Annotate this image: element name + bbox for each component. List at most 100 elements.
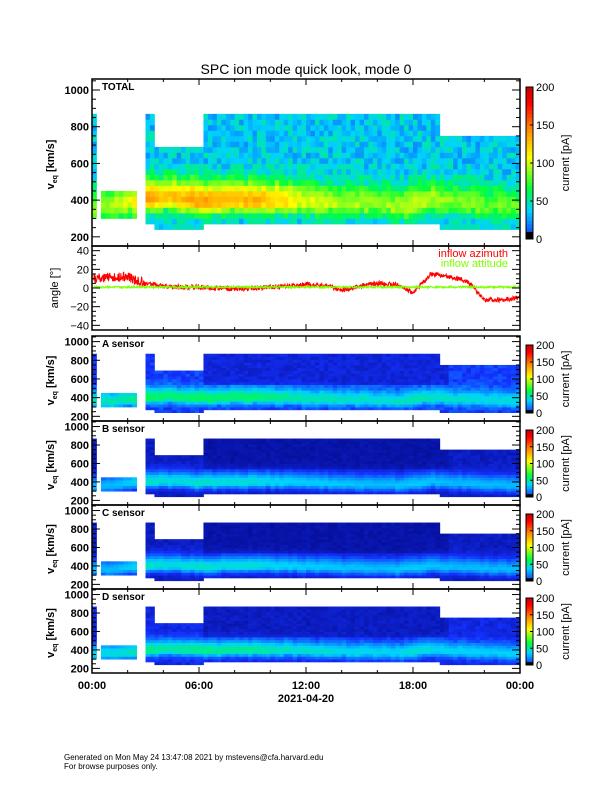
heatmap-cell: [386, 359, 391, 362]
heatmap-cell: [431, 376, 436, 379]
heatmap-cell: [186, 390, 191, 393]
heatmap-cell: [168, 480, 173, 483]
heatmap-cell: [467, 458, 472, 461]
heatmap-cell: [373, 354, 378, 357]
heatmap-cell: [319, 169, 324, 175]
heatmap-cell: [288, 141, 293, 147]
heatmap-cell: [114, 477, 119, 480]
heatmap-cell: [364, 472, 369, 475]
heatmap-cell: [261, 447, 266, 450]
heatmap-cell: [395, 458, 400, 461]
heatmap-cell: [172, 376, 177, 379]
heatmap-cell: [293, 213, 298, 219]
heatmap-cell: [422, 477, 427, 480]
heatmap-cell: [302, 441, 307, 444]
heatmap-cell: [208, 191, 213, 197]
heatmap-cell: [368, 477, 373, 480]
heatmap-cell: [101, 488, 106, 491]
heatmap-cell: [458, 477, 463, 480]
heatmap-cell: [453, 371, 458, 374]
heatmap-cell: [507, 385, 512, 388]
heatmap-cell: [458, 472, 463, 475]
heatmap-cell: [226, 390, 231, 393]
heatmap-cell: [426, 130, 431, 136]
heatmap-cell: [480, 475, 485, 478]
heatmap-cell: [480, 488, 485, 491]
heatmap-cell: [431, 483, 436, 486]
heatmap-cell: [368, 475, 373, 478]
heatmap-cell: [373, 399, 378, 402]
heatmap-cell: [279, 399, 284, 402]
heatmap-cell: [337, 218, 342, 224]
heatmap-cell: [475, 141, 480, 147]
heatmap-cell: [297, 119, 302, 125]
heatmap-cell: [235, 385, 240, 388]
heatmap-cell: [426, 141, 431, 147]
heatmap-cell: [119, 401, 124, 404]
heatmap-cell: [435, 404, 440, 407]
heatmap-cell: [203, 163, 208, 169]
heatmap-cell: [333, 382, 338, 385]
heatmap-cell: [244, 180, 249, 186]
heatmap-cell: [426, 475, 431, 478]
heatmap-cell: [257, 472, 262, 475]
heatmap-cell: [360, 441, 365, 444]
heatmap-cell: [475, 458, 480, 461]
heatmap-cell: [110, 477, 115, 480]
heatmap-cell: [475, 410, 480, 413]
heatmap-cell: [275, 469, 280, 472]
heatmap-cell: [208, 354, 213, 357]
heatmap-cell: [293, 387, 298, 390]
heatmap-cell: [368, 463, 373, 466]
heatmap-cell: [266, 365, 271, 368]
heatmap-cell: [154, 463, 159, 466]
heatmap-cell: [351, 136, 356, 142]
heatmap-cell: [351, 450, 356, 453]
heatmap-cell: [368, 444, 373, 447]
heatmap-cell: [315, 407, 320, 410]
heatmap-cell: [123, 477, 128, 480]
heatmap-cell: [484, 191, 489, 197]
heatmap-cell: [391, 483, 396, 486]
heatmap-cell: [471, 163, 476, 169]
heatmap-cell: [212, 480, 217, 483]
heatmap-cell: [413, 463, 418, 466]
heatmap-cell: [382, 387, 387, 390]
heatmap-cell: [355, 483, 360, 486]
heatmap-cell: [413, 401, 418, 404]
heatmap-cell: [467, 379, 472, 382]
heatmap-cell: [417, 382, 422, 385]
heatmap-cell: [235, 191, 240, 197]
heatmap-cell: [355, 180, 360, 186]
heatmap-cell: [257, 390, 262, 393]
heatmap-cell: [288, 439, 293, 442]
heatmap-cell: [266, 130, 271, 136]
heatmap-cell: [195, 218, 200, 224]
heatmap-cell: [235, 376, 240, 379]
heatmap-cell: [172, 491, 177, 494]
heatmap-cell: [440, 466, 445, 469]
heatmap-cell: [159, 224, 164, 230]
heatmap-cell: [333, 213, 338, 219]
heatmap-cell: [511, 169, 516, 175]
heatmap-cell: [195, 410, 200, 413]
heatmap-cell: [302, 191, 307, 197]
heatmap-cell: [306, 174, 311, 180]
heatmap-cell: [377, 390, 382, 393]
heatmap-cell: [484, 169, 489, 175]
heatmap-cell: [342, 359, 347, 362]
heatmap-cell: [395, 480, 400, 483]
heatmap-cell: [391, 191, 396, 197]
heatmap-cell: [315, 450, 320, 453]
heatmap-cell: [244, 441, 249, 444]
heatmap-cell: [511, 185, 516, 191]
heatmap-cell: [257, 483, 262, 486]
heatmap-cell: [146, 371, 151, 374]
heatmap-cell: [409, 393, 414, 396]
heatmap-cell: [328, 461, 333, 464]
heatmap-cell: [444, 163, 449, 169]
heatmap-cell: [431, 191, 436, 197]
heatmap-cell: [315, 136, 320, 142]
heatmap-cell: [400, 368, 405, 371]
